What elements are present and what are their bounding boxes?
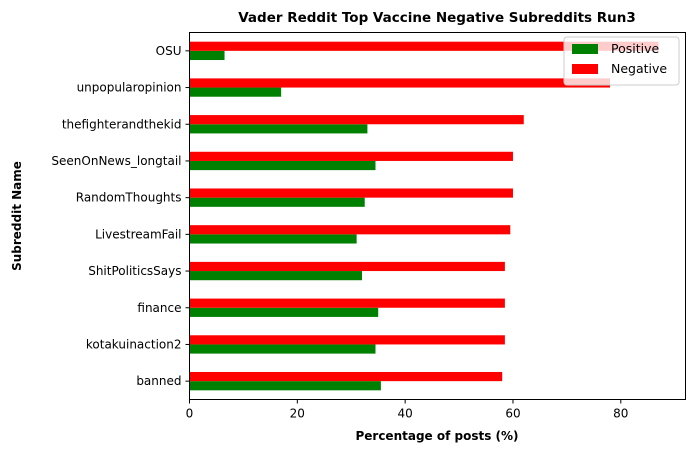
x-axis-ticks: 0 20 40 60 80 [186, 399, 628, 421]
legend: Positive Negative [563, 36, 680, 86]
bar-negative-ShitPoliticsSays [189, 261, 505, 272]
bar-positive-thefighterandthekid [189, 124, 368, 134]
y-axis-ticks: OSU unpopularopinion thefighterandthekid Se… [51, 44, 190, 388]
bar-positive-SeenOnNews_longtail [189, 160, 376, 171]
bar-negative-LivestreamFail [189, 225, 511, 235]
y-tick-label: thefighterandthekid [62, 117, 182, 131]
bar-negative-SeenOnNews_longtail [189, 151, 513, 161]
legend-label-negative: Negative [611, 61, 667, 76]
bar-positive-RandomThoughts [189, 197, 365, 207]
y-tick-label: finance [137, 301, 181, 315]
y-tick-label: OSU [156, 44, 182, 58]
bar-negative-banned [189, 371, 503, 382]
bar-positive-ShitPoliticsSays [189, 271, 363, 281]
bar-positive-LivestreamFail [189, 234, 357, 244]
x-tick-label: 60 [505, 407, 520, 421]
y-axis-label: Subreddit Name [10, 161, 24, 271]
legend-swatch-positive [572, 44, 598, 54]
plot-frame [189, 32, 686, 400]
bar-positive-banned [189, 381, 381, 391]
y-tick-label: LivestreamFail [95, 227, 181, 241]
bar-negative-kotakuinaction2 [189, 335, 505, 345]
y-tick-label: RandomThoughts [76, 191, 182, 205]
bar-negative-thefighterandthekid [189, 115, 524, 125]
y-tick-label: banned [136, 374, 181, 388]
x-tick-label: 80 [613, 407, 628, 421]
bar-positive-finance [189, 307, 379, 317]
y-tick-label: SeenOnNews_longtail [51, 154, 181, 168]
bar-negative-RandomThoughts [189, 188, 513, 198]
y-tick-label: unpopularopinion [77, 81, 182, 95]
legend-swatch-negative [572, 64, 598, 74]
bar-positive-kotakuinaction2 [189, 344, 376, 354]
bar-negative-OSU [189, 41, 659, 51]
bars-group [189, 41, 659, 391]
x-axis-label: Percentage of posts (%) [355, 429, 518, 443]
bar-negative-unpopularopinion [189, 78, 611, 88]
bar-positive-unpopularopinion [189, 87, 282, 97]
x-tick-label: 20 [290, 407, 305, 421]
bar-negative-finance [189, 298, 505, 308]
chart-title: Vader Reddit Top Vaccine Negative Subred… [238, 10, 636, 26]
y-tick-label: kotakuinaction2 [86, 337, 182, 351]
x-tick-label: 40 [398, 407, 413, 421]
legend-label-positive: Positive [611, 41, 659, 56]
x-tick-label: 0 [186, 407, 194, 421]
y-tick-label: ShitPoliticsSays [88, 264, 181, 278]
bar-positive-OSU [189, 50, 225, 61]
